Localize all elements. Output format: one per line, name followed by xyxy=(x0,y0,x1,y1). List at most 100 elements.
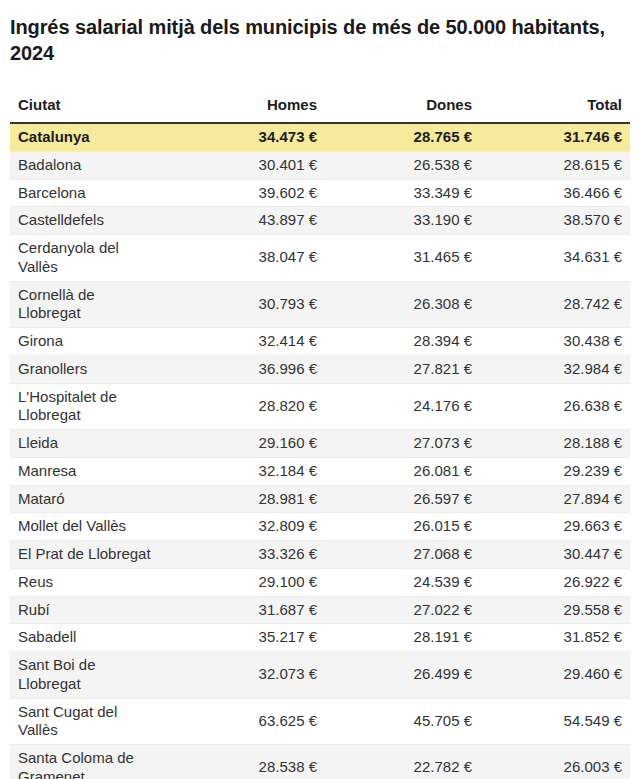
dones-cell: 45.705 € xyxy=(325,698,480,745)
city-cell: Sabadell xyxy=(10,624,165,652)
total-cell: 26.638 € xyxy=(480,383,630,430)
dones-cell: 27.821 € xyxy=(325,355,480,383)
city-cell: Lleida xyxy=(10,430,165,458)
table-row: Cerdanyola del Vallès38.047 €31.465 €34.… xyxy=(10,235,630,282)
table-row: L'Hospitalet de Llobregat28.820 €24.176 … xyxy=(10,383,630,430)
table-row: Granollers36.996 €27.821 €32.984 € xyxy=(10,355,630,383)
datawrapper-table-page: Ingrés salarial mitjà dels municipis de … xyxy=(0,14,640,779)
table-row: Lleida29.160 €27.073 €28.188 € xyxy=(10,430,630,458)
homes-cell: 30.401 € xyxy=(165,151,325,179)
dones-cell: 26.538 € xyxy=(325,151,480,179)
table-row: Sabadell35.217 €28.191 €31.852 € xyxy=(10,624,630,652)
total-cell: 31.746 € xyxy=(480,123,630,151)
column-header-dones: Dones xyxy=(325,90,480,123)
dones-cell: 26.081 € xyxy=(325,457,480,485)
table-body: Catalunya34.473 €28.765 €31.746 €Badalon… xyxy=(10,123,630,779)
dones-cell: 26.015 € xyxy=(325,513,480,541)
table-row: Manresa32.184 €26.081 €29.239 € xyxy=(10,457,630,485)
homes-cell: 33.326 € xyxy=(165,541,325,569)
city-cell: Santa Coloma de Gramenet xyxy=(10,745,165,779)
homes-cell: 32.809 € xyxy=(165,513,325,541)
total-cell: 32.984 € xyxy=(480,355,630,383)
city-cell: Badalona xyxy=(10,151,165,179)
city-cell: Cerdanyola del Vallès xyxy=(10,235,165,282)
total-cell: 29.239 € xyxy=(480,457,630,485)
total-cell: 27.894 € xyxy=(480,485,630,513)
total-cell: 26.003 € xyxy=(480,745,630,779)
table-row: Badalona30.401 €26.538 €28.615 € xyxy=(10,151,630,179)
column-header-city: Ciutat xyxy=(10,90,165,123)
table-row: Castelldefels43.897 €33.190 €38.570 € xyxy=(10,207,630,235)
total-cell: 29.460 € xyxy=(480,652,630,699)
total-cell: 54.549 € xyxy=(480,698,630,745)
table-row: Reus29.100 €24.539 €26.922 € xyxy=(10,568,630,596)
dones-cell: 27.068 € xyxy=(325,541,480,569)
homes-cell: 32.073 € xyxy=(165,652,325,699)
city-cell: Castelldefels xyxy=(10,207,165,235)
dones-cell: 28.765 € xyxy=(325,123,480,151)
homes-cell: 28.981 € xyxy=(165,485,325,513)
city-cell: Manresa xyxy=(10,457,165,485)
homes-cell: 39.602 € xyxy=(165,179,325,207)
total-cell: 28.615 € xyxy=(480,151,630,179)
city-cell: Granollers xyxy=(10,355,165,383)
dones-cell: 33.190 € xyxy=(325,207,480,235)
dones-cell: 22.782 € xyxy=(325,745,480,779)
table-row: Mollet del Vallès32.809 €26.015 €29.663 … xyxy=(10,513,630,541)
dones-cell: 26.499 € xyxy=(325,652,480,699)
homes-cell: 32.414 € xyxy=(165,328,325,356)
homes-cell: 28.820 € xyxy=(165,383,325,430)
table-header-row: Ciutat Homes Dones Total xyxy=(10,90,630,123)
city-cell: Sant Cugat del Vallès xyxy=(10,698,165,745)
column-header-homes: Homes xyxy=(165,90,325,123)
homes-cell: 38.047 € xyxy=(165,235,325,282)
total-cell: 28.188 € xyxy=(480,430,630,458)
table-row: Catalunya34.473 €28.765 €31.746 € xyxy=(10,123,630,151)
dones-cell: 28.394 € xyxy=(325,328,480,356)
table-row: Barcelona39.602 €33.349 €36.466 € xyxy=(10,179,630,207)
city-cell: Mollet del Vallès xyxy=(10,513,165,541)
dones-cell: 24.539 € xyxy=(325,568,480,596)
total-cell: 30.438 € xyxy=(480,328,630,356)
city-cell: Reus xyxy=(10,568,165,596)
city-cell: Rubí xyxy=(10,596,165,624)
total-cell: 34.631 € xyxy=(480,235,630,282)
homes-cell: 43.897 € xyxy=(165,207,325,235)
dones-cell: 26.308 € xyxy=(325,281,480,328)
homes-cell: 31.687 € xyxy=(165,596,325,624)
dones-cell: 28.191 € xyxy=(325,624,480,652)
total-cell: 38.570 € xyxy=(480,207,630,235)
total-cell: 29.663 € xyxy=(480,513,630,541)
table-row: Mataró28.981 €26.597 €27.894 € xyxy=(10,485,630,513)
city-cell: Girona xyxy=(10,328,165,356)
total-cell: 30.447 € xyxy=(480,541,630,569)
table-row: Rubí31.687 €27.022 €29.558 € xyxy=(10,596,630,624)
city-cell: Catalunya xyxy=(10,123,165,151)
homes-cell: 34.473 € xyxy=(165,123,325,151)
city-cell: El Prat de Llobregat xyxy=(10,541,165,569)
salary-table: Ciutat Homes Dones Total Catalunya34.473… xyxy=(10,90,630,779)
homes-cell: 32.184 € xyxy=(165,457,325,485)
dones-cell: 33.349 € xyxy=(325,179,480,207)
homes-cell: 30.793 € xyxy=(165,281,325,328)
homes-cell: 29.100 € xyxy=(165,568,325,596)
city-cell: Mataró xyxy=(10,485,165,513)
table-row: Girona32.414 €28.394 €30.438 € xyxy=(10,328,630,356)
dones-cell: 31.465 € xyxy=(325,235,480,282)
table-row: Sant Cugat del Vallès63.625 €45.705 €54.… xyxy=(10,698,630,745)
homes-cell: 35.217 € xyxy=(165,624,325,652)
dones-cell: 27.022 € xyxy=(325,596,480,624)
homes-cell: 63.625 € xyxy=(165,698,325,745)
total-cell: 28.742 € xyxy=(480,281,630,328)
homes-cell: 28.538 € xyxy=(165,745,325,779)
homes-cell: 29.160 € xyxy=(165,430,325,458)
total-cell: 26.922 € xyxy=(480,568,630,596)
dones-cell: 26.597 € xyxy=(325,485,480,513)
homes-cell: 36.996 € xyxy=(165,355,325,383)
column-header-total: Total xyxy=(480,90,630,123)
table-row: Cornellà de Llobregat30.793 €26.308 €28.… xyxy=(10,281,630,328)
total-cell: 31.852 € xyxy=(480,624,630,652)
table-row: El Prat de Llobregat33.326 €27.068 €30.4… xyxy=(10,541,630,569)
dones-cell: 24.176 € xyxy=(325,383,480,430)
city-cell: Barcelona xyxy=(10,179,165,207)
